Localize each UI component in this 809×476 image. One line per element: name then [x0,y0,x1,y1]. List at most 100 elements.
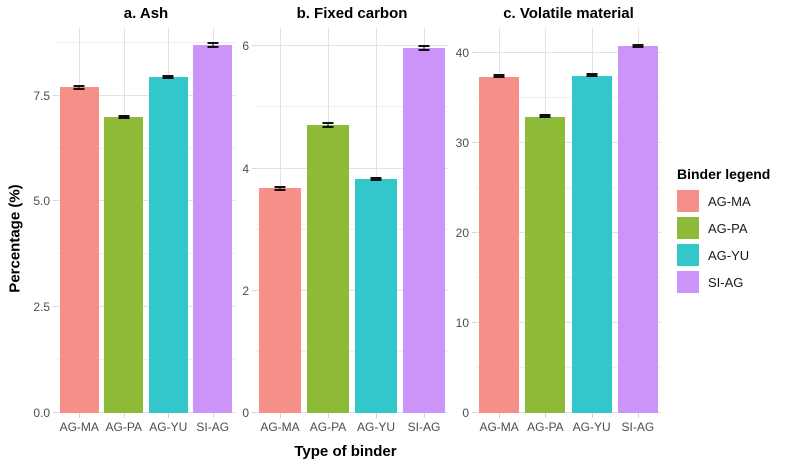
x-tick-label: AG-YU [356,420,396,434]
x-tick-mark [280,413,281,418]
x-tick-mark [591,413,593,418]
y-tick-mark [252,45,256,47]
legend-label: SI-AG [708,274,744,290]
x-tick-mark [212,413,214,418]
panel-title: c. Volatile material [503,5,634,22]
error-bar-line [78,86,80,88]
minor-gridline [256,228,448,230]
bar-ag-pa [525,117,566,413]
x-tick-mark [79,413,81,418]
legend-item-si-ag: SI-AG [677,271,751,293]
major-gridline [476,322,661,324]
y-tick-label: 0 [462,406,469,420]
error-bar-line [212,43,214,47]
major-gridline [57,306,235,308]
y-tick-mark [472,322,476,324]
error-bar [493,74,505,79]
y-tick-label: 6 [242,39,249,54]
major-gridline [57,94,235,96]
binder-legend: Binder legend AG-MA AG-PA AG-YU SI-AG [665,0,807,472]
error-bar [632,43,644,48]
x-tick-label: AG-PA [105,420,142,434]
y-tick-mark [53,200,57,202]
y-tick-label: 2 [242,283,249,298]
panel-2: b. Fixed carbon 0 2 4 6 AG-MA AG-PA AG-YU SI-AG [239,4,448,437]
x-tick-mark [424,413,425,418]
x-tick-label: AG-YU [149,420,188,434]
major-gridline [256,167,448,169]
bar-ag-ma [479,76,520,413]
x-axis-title: Type of binder [294,443,397,460]
major-gridline [57,412,235,413]
y-tick-mark [472,412,476,413]
error-bar [586,73,598,78]
panel-1: a. Ash 0.0 2.5 5.0 7.5 AG-MA AG-PA AG-YU SI-AG [26,4,235,437]
panel-title: a. Ash [123,5,169,22]
major-gridline [476,52,661,54]
y-tick-label: 5.0 [33,194,50,209]
minor-gridline [476,187,661,189]
y-tick-label: 0.0 [33,406,50,420]
legend-label: AG-PA [708,220,748,236]
legend-swatch [677,190,699,212]
panels-wrap: a. Ash 0.0 2.5 5.0 7.5 AG-MA AG-PA AG-YU SI-AG b.… [26,4,665,472]
x-tick-mark [499,413,501,418]
major-gridline [476,232,661,234]
y-axis-tick-labels: 0.0 2.5 5.0 7.5 [26,28,57,419]
legend-items: AG-MA AG-PA AG-YU SI-AG [677,190,751,298]
error-bar-line [327,124,329,127]
panels-row: a. Ash 0.0 2.5 5.0 7.5 AG-MA AG-PA AG-YU SI-AG b.… [26,4,665,437]
x-tick-mark [123,413,125,418]
x-tick-label: SI-AG [196,420,230,434]
x-tick-label: AG-MA [59,420,99,434]
x-tick-label: SI-AG [621,420,655,434]
major-gridline [256,45,448,47]
legend-item-ag-ma: AG-MA [677,190,751,212]
y-tick-label: 30 [455,136,469,151]
y-tick-mark [472,142,476,144]
legend-swatch [677,271,699,293]
x-tick-label: AG-YU [572,420,611,434]
y-tick-label: 4 [242,161,249,176]
legend-item-ag-pa: AG-PA [677,217,751,239]
y-axis-tick-labels: 0 2 4 6 [239,28,256,419]
x-axis-tick-labels: AG-MA AG-PA AG-YU SI-AG [57,413,235,437]
major-gridline [57,200,235,202]
panel-3: c. Volatile material 0 10 20 30 40 AG-MA AG-PA A… [452,4,661,437]
major-gridline [476,142,661,144]
error-bar [162,74,174,79]
error-bar [73,84,85,90]
y-tick-mark [53,412,57,413]
x-axis-tick-labels: AG-MA AG-PA AG-YU SI-AG [476,413,661,437]
y-axis-tick-labels: 0 10 20 30 40 [452,28,476,419]
legend-item-ag-yu: AG-YU [677,244,751,266]
y-axis-title: Percentage (%) [6,183,24,293]
x-tick-label: AG-PA [309,420,347,434]
legend-swatch [677,244,699,266]
y-tick-mark [53,306,57,308]
minor-gridline [57,41,235,43]
x-tick-label: AG-MA [260,420,300,434]
x-tick-mark [168,413,170,418]
bar-ag-ma [59,87,99,413]
minor-gridline [256,106,448,108]
y-tick-label: 7.5 [33,88,50,103]
y-tick-mark [53,94,57,96]
y-tick-label: 0 [242,406,249,420]
error-bar-line [423,47,425,50]
bar-ag-pa [307,125,349,413]
plot-area [53,28,235,418]
plot-area [472,28,661,418]
bar-ag-ma [259,188,301,413]
minor-gridline [57,253,235,255]
y-tick-label: 10 [455,316,469,331]
error-bar-line [375,178,377,180]
y-tick-mark [252,289,256,291]
major-gridline [256,289,448,291]
y-axis-title-column: Percentage (%) [4,4,26,472]
minor-gridline [476,97,661,99]
error-bar [539,114,551,119]
minor-gridline [476,277,661,279]
legend-swatch [677,217,699,239]
